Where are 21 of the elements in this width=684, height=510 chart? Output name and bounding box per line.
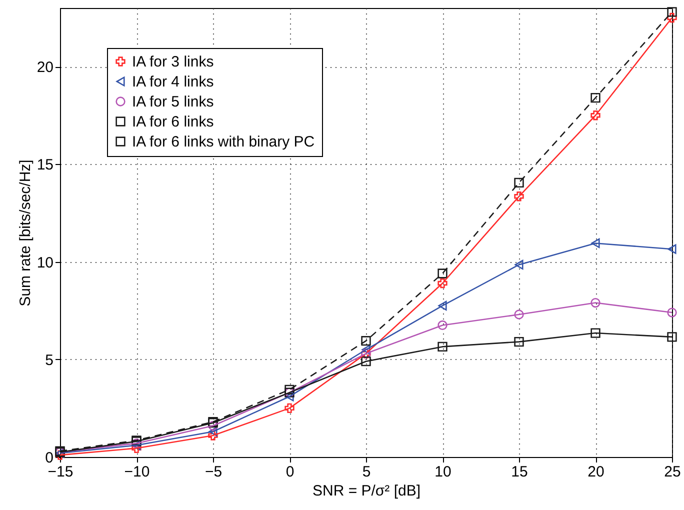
- x-tick-label: 15: [511, 464, 528, 480]
- y-tick-label: 15: [36, 156, 54, 174]
- x-tick-label: 5: [362, 464, 371, 480]
- x-tick-label: 20: [588, 464, 604, 480]
- y-tick-label: 5: [45, 352, 54, 369]
- legend-label: IA for 6 links with binary PC: [132, 134, 315, 150]
- x-tick-label: 25: [664, 464, 681, 480]
- y-tick-label: 0: [45, 450, 54, 466]
- x-tick-label: −10: [124, 464, 150, 480]
- legend-label: IA for 4 links: [132, 74, 214, 90]
- x-tick-label: 0: [286, 464, 294, 480]
- x-axis-title: SNR = P/σ² [dB]: [312, 482, 421, 500]
- x-tick-label: −15: [48, 464, 74, 480]
- y-tick-label: 20: [36, 59, 54, 76]
- y-axis-title: Sum rate [bits/sec/Hz]: [16, 160, 34, 306]
- y-tick-label: 10: [36, 254, 54, 272]
- legend-label: IA for 5 links: [132, 94, 214, 110]
- x-tick-label: −5: [204, 464, 222, 480]
- x-tick-label: 10: [434, 464, 452, 480]
- legend-label: IA for 3 links: [132, 54, 214, 70]
- legend-label: IA for 6 links: [132, 114, 214, 130]
